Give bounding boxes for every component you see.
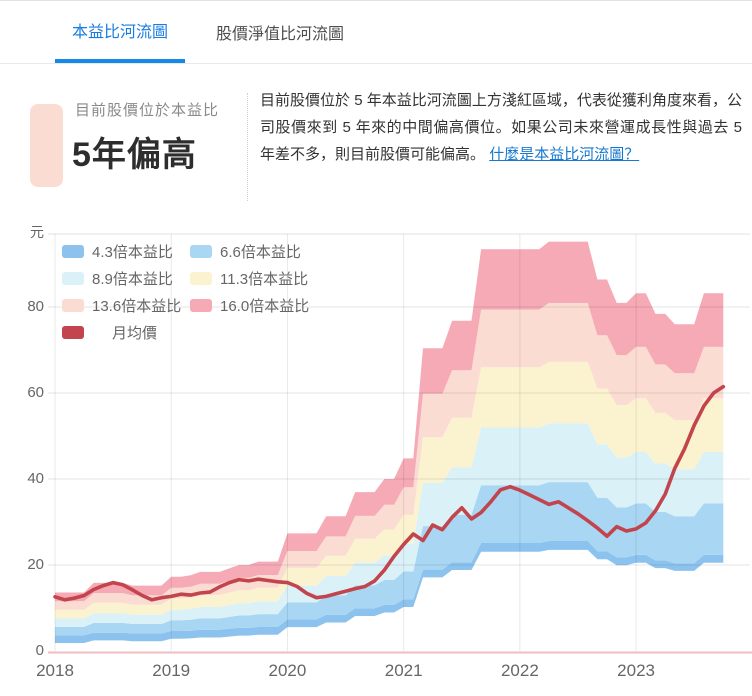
verdict-label: 目前股價位於本益比 [75,102,220,119]
legend-item-5[interactable]: 13.6倍本益比 [62,295,181,315]
legend-item-3[interactable]: 8.9倍本益比 [62,268,173,288]
tab-pb-river-chart[interactable]: 股價淨值比河流圖 [215,26,344,43]
what-is-pe-river-link[interactable]: 什麼是本益比河流圖？ [489,146,640,163]
legend-label: 8.9倍本益比 [92,270,173,288]
tab-bar: 本益比河流圖 股價淨值比河流圖 [0,1,752,64]
y-tick-40: 40 [27,470,44,487]
legend-item-6[interactable]: 16.0倍本益比 [190,295,309,315]
legend-item-7[interactable]: 月均價 [62,322,157,342]
verdict-text: 5年偏高 [72,136,197,174]
y-tick-20: 20 [27,556,44,573]
y-tick-0: 0 [35,642,44,659]
legend-item-4[interactable]: 11.3倍本益比 [190,268,308,288]
legend-swatch [190,271,212,285]
x-tick-2020: 2020 [268,661,307,680]
y-axis-unit: 元 [30,224,44,240]
y-tick-60: 60 [27,384,44,401]
tab-pe-river-chart[interactable]: 本益比河流圖 [55,1,185,63]
legend-label: 6.6倍本益比 [220,243,301,261]
y-tick-80: 80 [27,298,44,315]
legend-swatch [62,244,84,258]
legend-label: 11.3倍本益比 [220,270,309,288]
legend-swatch [62,271,84,285]
legend-swatch [62,325,84,339]
legend-swatch [190,298,212,312]
x-tick-2019: 2019 [152,661,191,680]
verdict-color-swatch [30,104,63,187]
x-tick-2021: 2021 [384,661,423,680]
legend-label: 月均價 [112,324,158,342]
legend-item-2[interactable]: 6.6倍本益比 [190,241,301,261]
legend-label: 4.3倍本益比 [92,243,173,261]
x-tick-2022: 2022 [500,661,539,680]
summary-divider [247,93,248,201]
chart-description: 目前股價位於 5 年本益比河流圖上方淺紅區域，代表從獲利角度來看，公司股價來到 … [260,87,742,168]
legend-label: 13.6倍本益比 [92,297,182,315]
legend-swatch [190,244,212,258]
legend-swatch [62,298,84,312]
legend-label: 16.0倍本益比 [220,297,310,315]
x-tick-2018: 2018 [36,661,74,680]
description-text: 目前股價位於 5 年本益比河流圖上方淺紅區域，代表從獲利角度來看，公司股價來到 … [260,92,742,163]
x-tick-2023: 2023 [617,661,655,680]
legend-item-1[interactable]: 4.3倍本益比 [62,241,173,261]
